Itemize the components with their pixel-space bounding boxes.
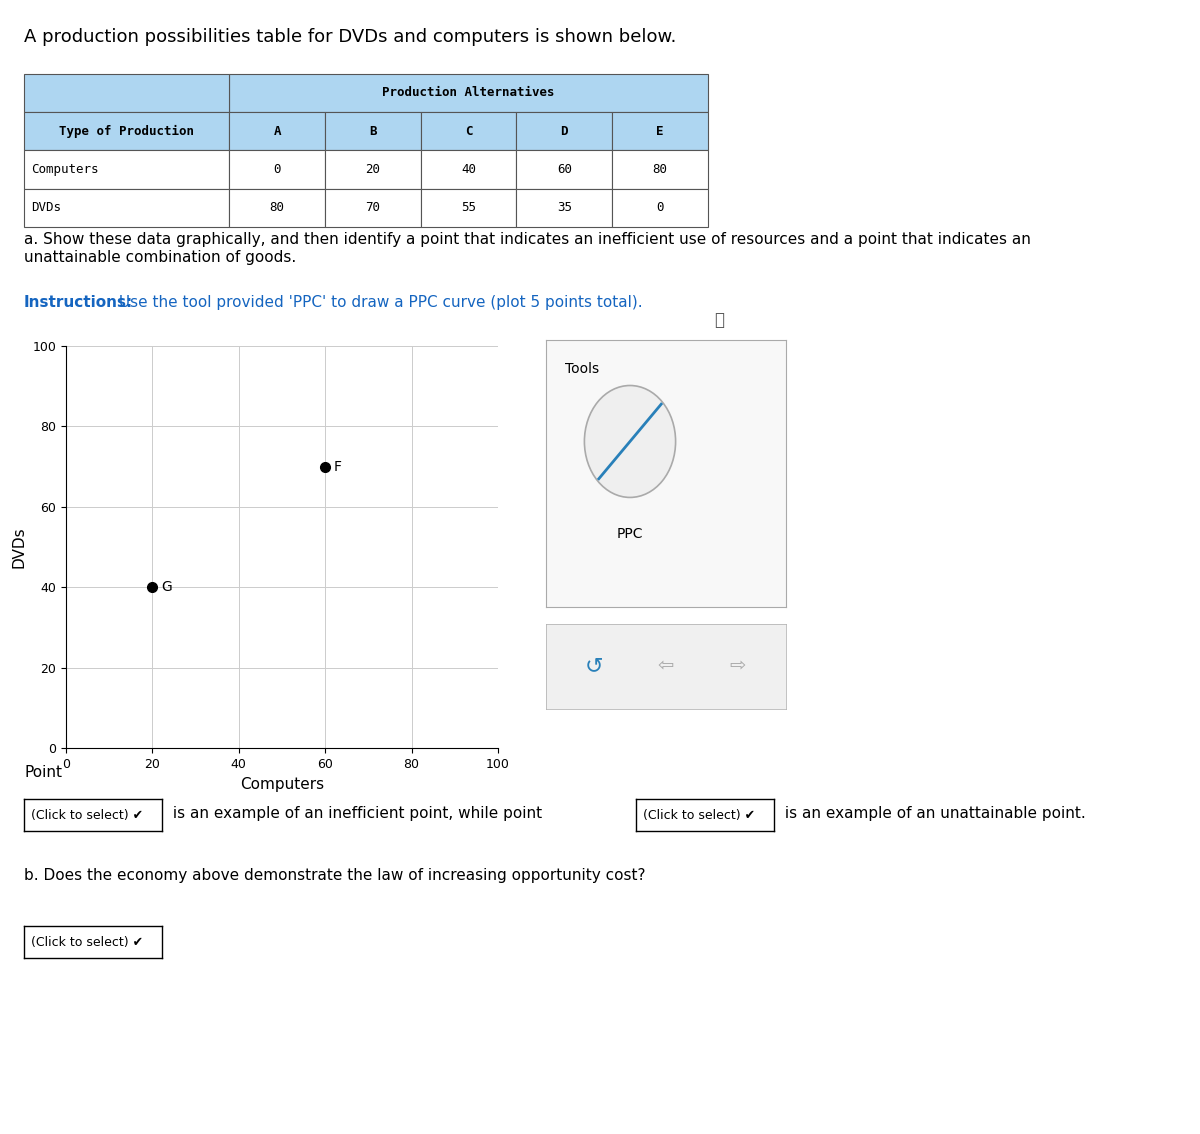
Text: Tools: Tools: [565, 362, 599, 375]
FancyBboxPatch shape: [229, 188, 325, 227]
FancyBboxPatch shape: [421, 151, 516, 188]
Text: C: C: [464, 125, 473, 137]
Text: F: F: [334, 459, 342, 474]
Text: G: G: [161, 581, 172, 594]
Text: (Click to select) ✔: (Click to select) ✔: [31, 809, 143, 822]
Text: 0: 0: [656, 201, 664, 214]
FancyBboxPatch shape: [24, 74, 229, 112]
Text: 60: 60: [557, 163, 572, 176]
Text: Computers: Computers: [31, 163, 98, 176]
Text: a. Show these data graphically, and then identify a point that indicates an inef: a. Show these data graphically, and then…: [24, 232, 1031, 265]
Text: Point: Point: [24, 765, 62, 780]
FancyBboxPatch shape: [612, 151, 708, 188]
Text: DVDs: DVDs: [31, 201, 61, 214]
Text: A: A: [274, 125, 281, 137]
Text: 55: 55: [461, 201, 476, 214]
Text: E: E: [656, 125, 664, 137]
FancyBboxPatch shape: [516, 151, 612, 188]
Text: A production possibilities table for DVDs and computers is shown below.: A production possibilities table for DVD…: [24, 28, 677, 46]
Text: b. Does the economy above demonstrate the law of increasing opportunity cost?: b. Does the economy above demonstrate th…: [24, 868, 646, 882]
Text: ⇦: ⇦: [658, 657, 674, 676]
X-axis label: Computers: Computers: [240, 777, 324, 792]
Text: PPC: PPC: [617, 526, 643, 541]
Y-axis label: DVDs: DVDs: [12, 526, 26, 568]
Text: 20: 20: [365, 163, 380, 176]
FancyBboxPatch shape: [24, 112, 229, 151]
FancyBboxPatch shape: [325, 151, 421, 188]
FancyBboxPatch shape: [516, 112, 612, 151]
FancyBboxPatch shape: [229, 151, 325, 188]
Text: 35: 35: [557, 201, 572, 214]
FancyBboxPatch shape: [612, 188, 708, 227]
FancyBboxPatch shape: [516, 188, 612, 227]
FancyBboxPatch shape: [325, 188, 421, 227]
FancyBboxPatch shape: [612, 112, 708, 151]
Text: is an example of an inefficient point, while point: is an example of an inefficient point, w…: [168, 805, 547, 821]
FancyBboxPatch shape: [421, 188, 516, 227]
FancyBboxPatch shape: [24, 188, 229, 227]
Text: 80: 80: [653, 163, 667, 176]
FancyBboxPatch shape: [24, 151, 229, 188]
Text: ⓘ: ⓘ: [714, 311, 724, 329]
Text: Production Alternatives: Production Alternatives: [383, 86, 554, 100]
Text: 40: 40: [461, 163, 476, 176]
Text: Instructions:: Instructions:: [24, 295, 133, 310]
Text: Type of Production: Type of Production: [59, 125, 194, 137]
Text: 80: 80: [270, 201, 284, 214]
Text: D: D: [560, 125, 568, 137]
Text: (Click to select) ✔: (Click to select) ✔: [31, 936, 143, 949]
FancyBboxPatch shape: [229, 74, 708, 112]
FancyBboxPatch shape: [421, 112, 516, 151]
Text: 0: 0: [274, 163, 281, 176]
FancyBboxPatch shape: [325, 112, 421, 151]
FancyBboxPatch shape: [229, 112, 325, 151]
Text: ↺: ↺: [584, 657, 604, 676]
Text: ⇨: ⇨: [730, 657, 746, 676]
Text: 70: 70: [365, 201, 380, 214]
Text: Use the tool provided 'PPC' to draw a PPC curve (plot 5 points total).: Use the tool provided 'PPC' to draw a PP…: [114, 295, 643, 310]
Ellipse shape: [584, 386, 676, 498]
Text: B: B: [370, 125, 377, 137]
Text: (Click to select) ✔: (Click to select) ✔: [643, 809, 755, 822]
Text: is an example of an unattainable point.: is an example of an unattainable point.: [780, 805, 1086, 821]
